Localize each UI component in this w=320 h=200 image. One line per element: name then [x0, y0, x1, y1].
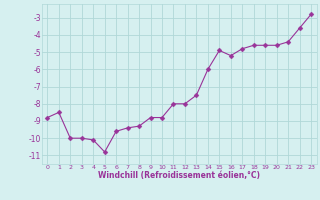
X-axis label: Windchill (Refroidissement éolien,°C): Windchill (Refroidissement éolien,°C)	[98, 171, 260, 180]
